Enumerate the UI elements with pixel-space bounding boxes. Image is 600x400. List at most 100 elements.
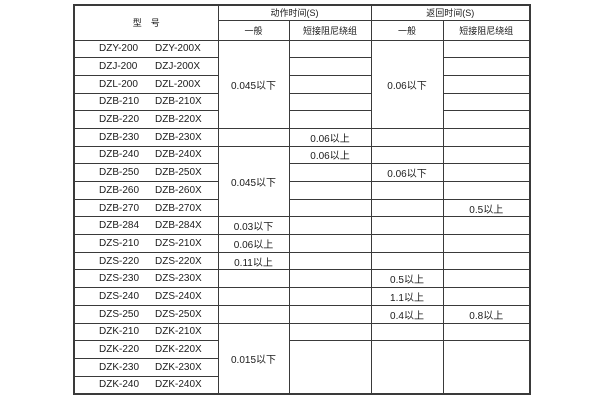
model-pair: DZS-250 DZS-250X <box>75 308 217 320</box>
value-cell <box>288 92 372 112</box>
model-base: DZB-230 <box>99 131 140 143</box>
model-base: DZL-200 <box>99 78 138 90</box>
table-row: DZS-230 DZS-230X 0.5以上 <box>73 269 531 289</box>
value-cell <box>288 216 372 236</box>
model-base: DZB-240 <box>99 149 140 161</box>
table-row: DZB-260 DZB-260X <box>73 181 531 200</box>
model-x-variant: DZB-230X <box>155 131 202 143</box>
relay-timing-spec-table: 型 号 动作时间(S) 返回时间(S) 一般 短接阻尼绕组 一般 短接阻尼绕组 … <box>73 4 531 395</box>
value-cell: 0.045以下 <box>217 39 290 129</box>
model-x-variant: DZS-250X <box>155 308 202 320</box>
value-cell <box>442 322 531 342</box>
model-cell: DZS-250 DZS-250X <box>73 304 219 324</box>
table-row: DZK-230 DZK-230X <box>73 357 530 377</box>
model-base: DZS-240 <box>99 290 140 302</box>
model-cell: DZS-230 DZS-230X <box>73 269 219 289</box>
model-x-variant: DZS-240X <box>155 290 202 302</box>
value-cell <box>288 163 372 182</box>
table-row: DZS-210 DZS-210X 0.06以上 <box>73 234 531 253</box>
model-base: DZB-250 <box>99 167 140 179</box>
table-row: DZB-240 DZB-240X 0.045以下 0.06以上 <box>73 145 531 218</box>
header-row-groups: 型 号 动作时间(S) 返回时间(S) <box>73 4 531 41</box>
value-cell: 0.06以下 <box>370 163 444 182</box>
model-x-variant: DZK-210X <box>155 326 202 338</box>
col-header-return-time: 返回时间(S) <box>370 4 531 21</box>
header-row-subcolumns: 一般 短接阻尼绕组 一般 短接阻尼绕组 <box>74 19 531 41</box>
model-base: DZS-220 <box>99 255 140 267</box>
model-cell: DZJ-200 DZJ-200X <box>73 57 219 76</box>
model-x-variant: DZS-220X <box>155 255 202 267</box>
model-cell: DZK-220 DZK-220X <box>73 340 219 359</box>
table-row: DZB-270 DZB-270X 0.5以上 <box>73 198 531 218</box>
table-row: DZK-220 DZK-220X <box>73 340 531 395</box>
col-header-return-short-damping: 短接阻尼绕组 <box>442 19 531 41</box>
col-header-model: 型 号 <box>73 4 219 41</box>
model-pair: DZL-200 DZL-200X <box>75 78 217 90</box>
value-cell <box>217 269 290 289</box>
model-cell: DZB-270 DZB-270X <box>73 198 219 218</box>
table-row: DZB-250 DZB-250X 0.06以下 <box>73 163 531 182</box>
value-cell: 0.11以上 <box>217 251 290 271</box>
model-x-variant: DZB-220X <box>155 114 202 126</box>
model-cell: DZK-230 DZK-230X <box>73 357 219 377</box>
value-cell <box>442 39 531 59</box>
model-cell: DZY-200 DZY-200X <box>73 39 219 59</box>
model-cell: DZS-220 DZS-220X <box>73 251 219 271</box>
table-row: DZS-220 DZS-220X 0.11以上 <box>73 251 531 271</box>
model-x-variant: DZB-284X <box>155 220 202 232</box>
value-cell <box>442 127 531 147</box>
model-pair: DZS-240 DZS-240X <box>75 290 217 302</box>
model-base: DZY-200 <box>99 43 139 55</box>
value-cell <box>217 304 290 324</box>
model-x-variant: DZK-220X <box>155 344 202 356</box>
value-cell <box>288 340 372 395</box>
value-cell <box>288 287 372 306</box>
table-row: DZS-240 DZS-240X 1.1以上 <box>73 287 531 306</box>
model-cell: DZB-284 DZB-284X <box>73 216 219 236</box>
table-row: DZY-200 DZY-200X 0.045以下 0.06以下 <box>73 39 531 129</box>
value-cell <box>442 181 531 200</box>
value-cell: 0.4以上 <box>370 304 444 324</box>
value-cell <box>288 234 372 253</box>
model-pair: DZB-250 DZB-250X <box>75 167 217 179</box>
model-pair: DZB-230 DZB-230X <box>75 131 217 143</box>
model-pair: DZB-270 DZB-270X <box>75 202 217 214</box>
model-pair: DZK-230 DZK-230X <box>75 361 217 373</box>
model-cell: DZB-250 DZB-250X <box>73 163 219 182</box>
model-x-variant: DZB-210X <box>155 96 202 108</box>
model-x-variant: DZL-200X <box>155 78 201 90</box>
model-x-variant: DZK-240X <box>155 379 202 391</box>
value-cell <box>442 234 531 253</box>
model-cell: DZS-210 DZS-210X <box>73 234 219 253</box>
table-row: DZB-220 DZB-220X <box>73 110 531 129</box>
value-cell <box>370 251 444 271</box>
value-cell: 0.06以上 <box>217 234 290 253</box>
value-cell <box>442 216 531 236</box>
model-cell: DZB-220 DZB-220X <box>73 110 219 129</box>
value-cell: 0.06以下 <box>370 39 444 129</box>
model-base: DZK-240 <box>99 379 140 391</box>
table-row: DZB-284 DZB-284X 0.03以下 <box>73 216 531 236</box>
value-cell: 0.06以上 <box>288 127 372 147</box>
value-cell <box>288 322 372 342</box>
model-pair: DZY-200 DZY-200X <box>75 43 217 55</box>
model-x-variant: DZS-210X <box>155 237 202 249</box>
model-x-variant: DZB-240X <box>155 149 202 161</box>
value-cell <box>442 163 531 182</box>
model-x-variant: DZB-270X <box>155 202 202 214</box>
value-cell <box>288 251 372 271</box>
value-cell <box>442 74 531 94</box>
value-cell: 0.045以下 <box>217 145 290 218</box>
model-x-variant: DZB-250X <box>155 167 202 179</box>
value-cell <box>442 269 531 289</box>
table-row: DZJ-200 DZJ-200X <box>73 57 531 76</box>
model-pair: DZB-220 DZB-220X <box>75 114 217 126</box>
model-x-variant: DZY-200X <box>155 43 201 55</box>
value-cell <box>288 198 372 218</box>
value-cell <box>442 251 531 271</box>
model-base: DZK-230 <box>99 361 140 373</box>
col-header-action-short-damping: 短接阻尼绕组 <box>288 19 372 41</box>
value-cell: 0.03以下 <box>217 216 290 236</box>
model-cell: DZS-240 DZS-240X <box>73 287 219 306</box>
value-cell <box>288 57 372 76</box>
